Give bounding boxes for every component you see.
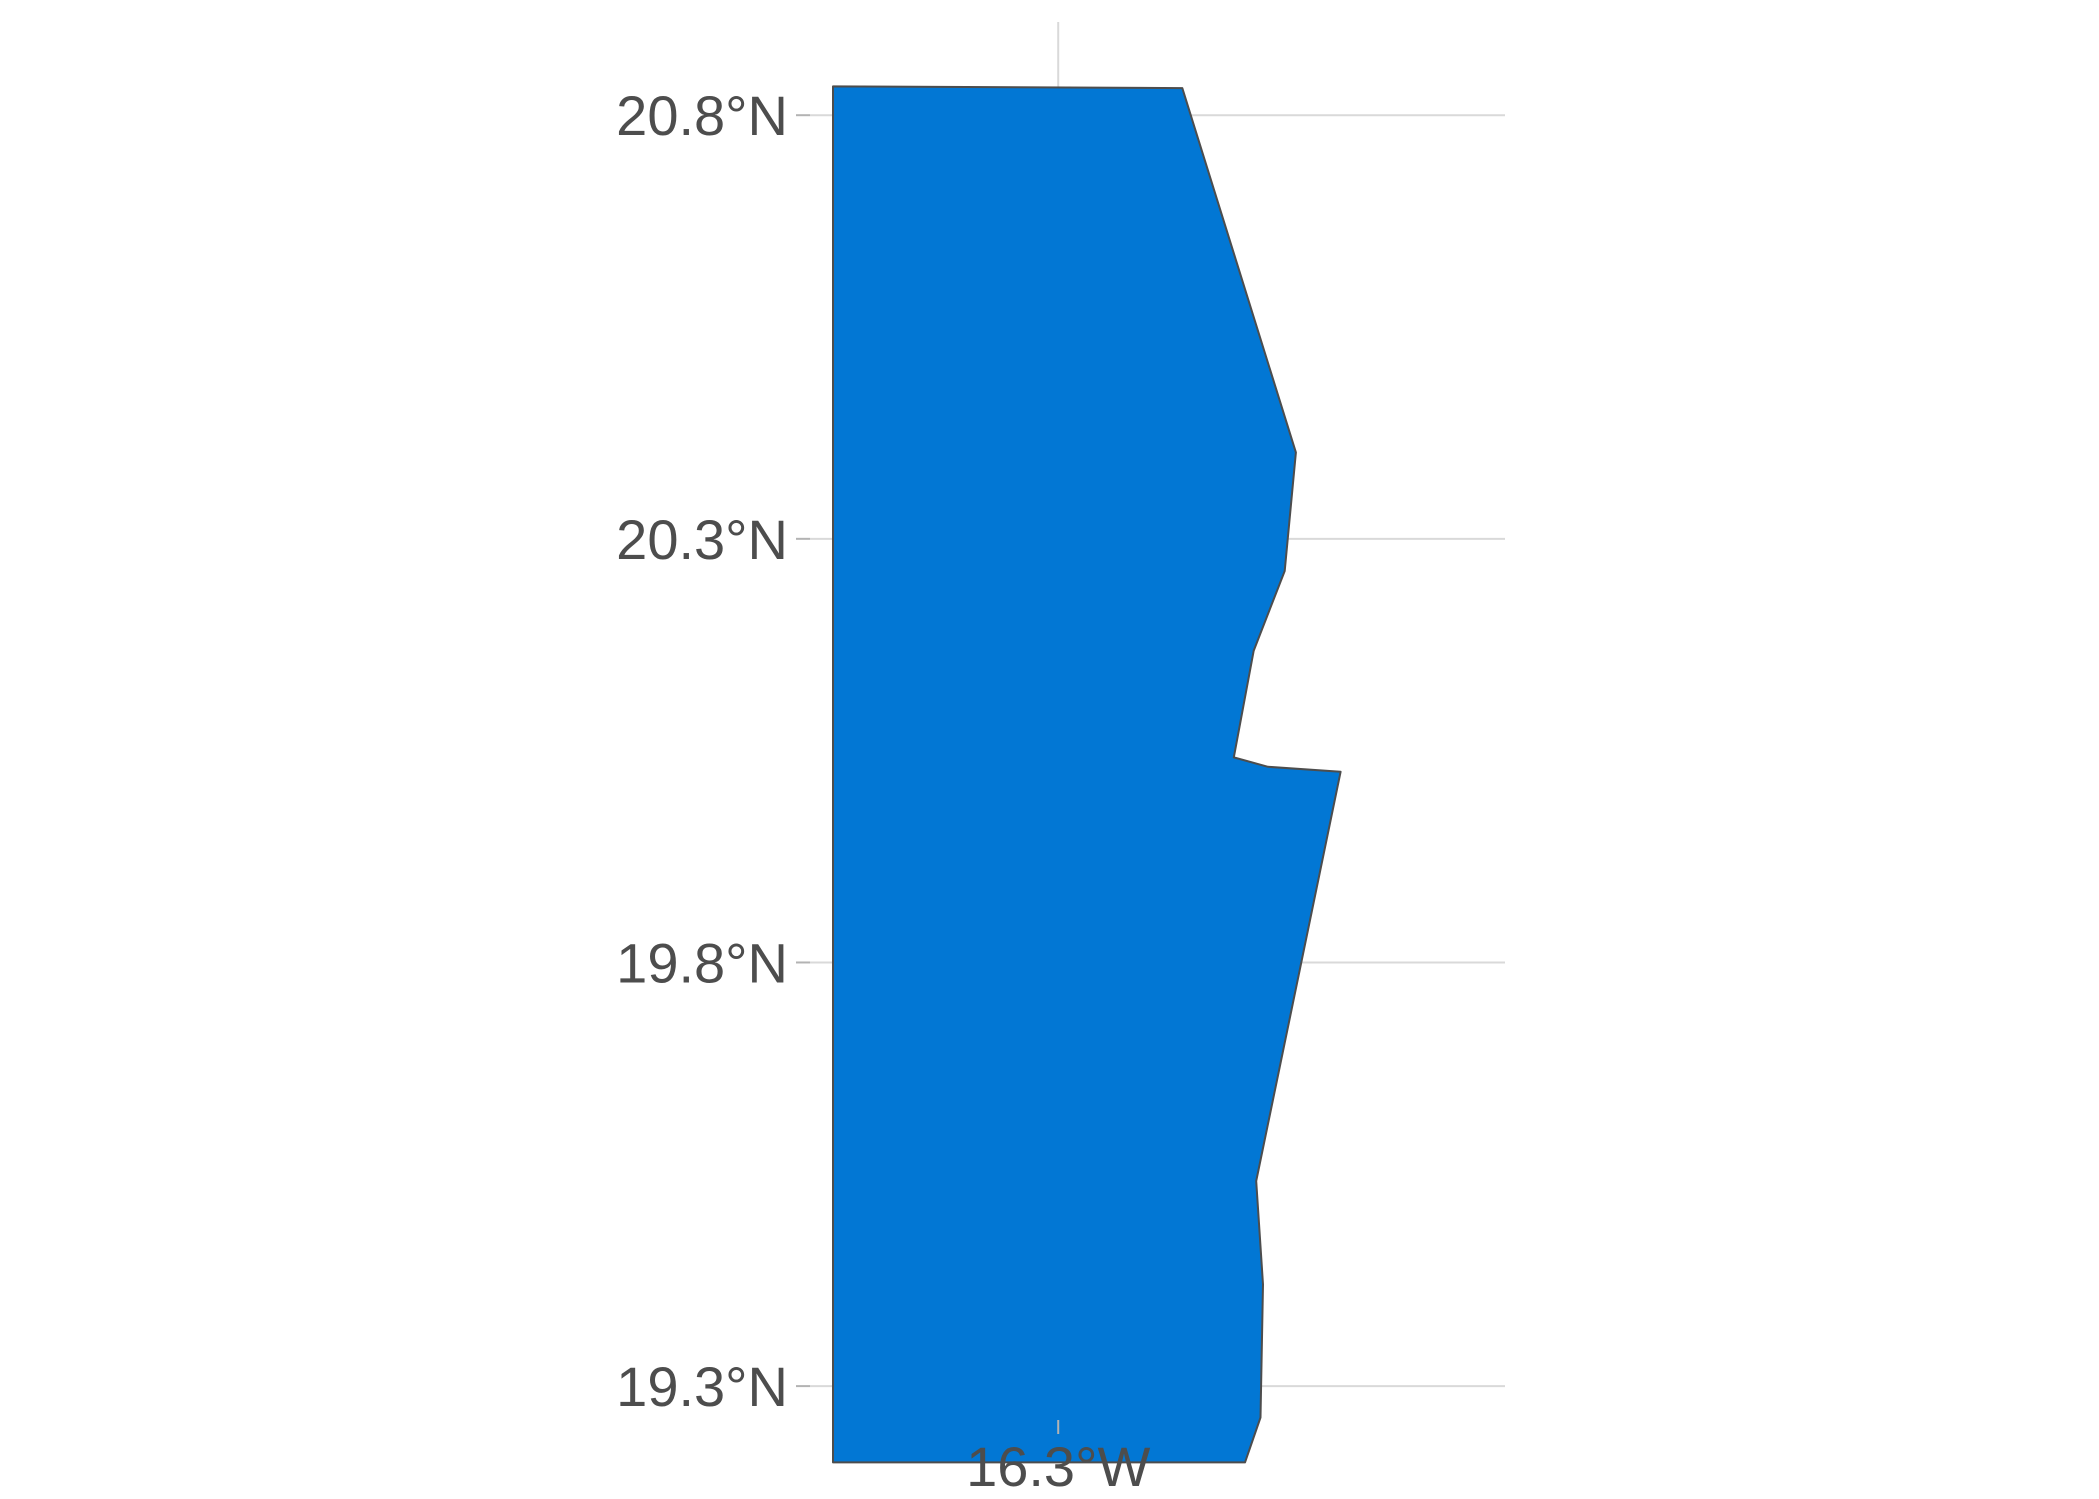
latitude-tick-label: 19.3°N: [616, 1355, 788, 1418]
longitude-axis: 16.3°W: [966, 1420, 1150, 1498]
region-polygon: [832, 85, 1342, 1464]
latitude-tick-label: 20.3°N: [616, 508, 788, 571]
latitude-tick-label: 19.8°N: [616, 931, 788, 994]
map-region: [832, 85, 1342, 1464]
latitude-axis: 20.8°N 20.3°N 19.8°N 19.3°N: [616, 84, 810, 1418]
latitude-tick-label: 20.8°N: [616, 84, 788, 147]
longitude-tick-label: 16.3°W: [966, 1435, 1150, 1498]
